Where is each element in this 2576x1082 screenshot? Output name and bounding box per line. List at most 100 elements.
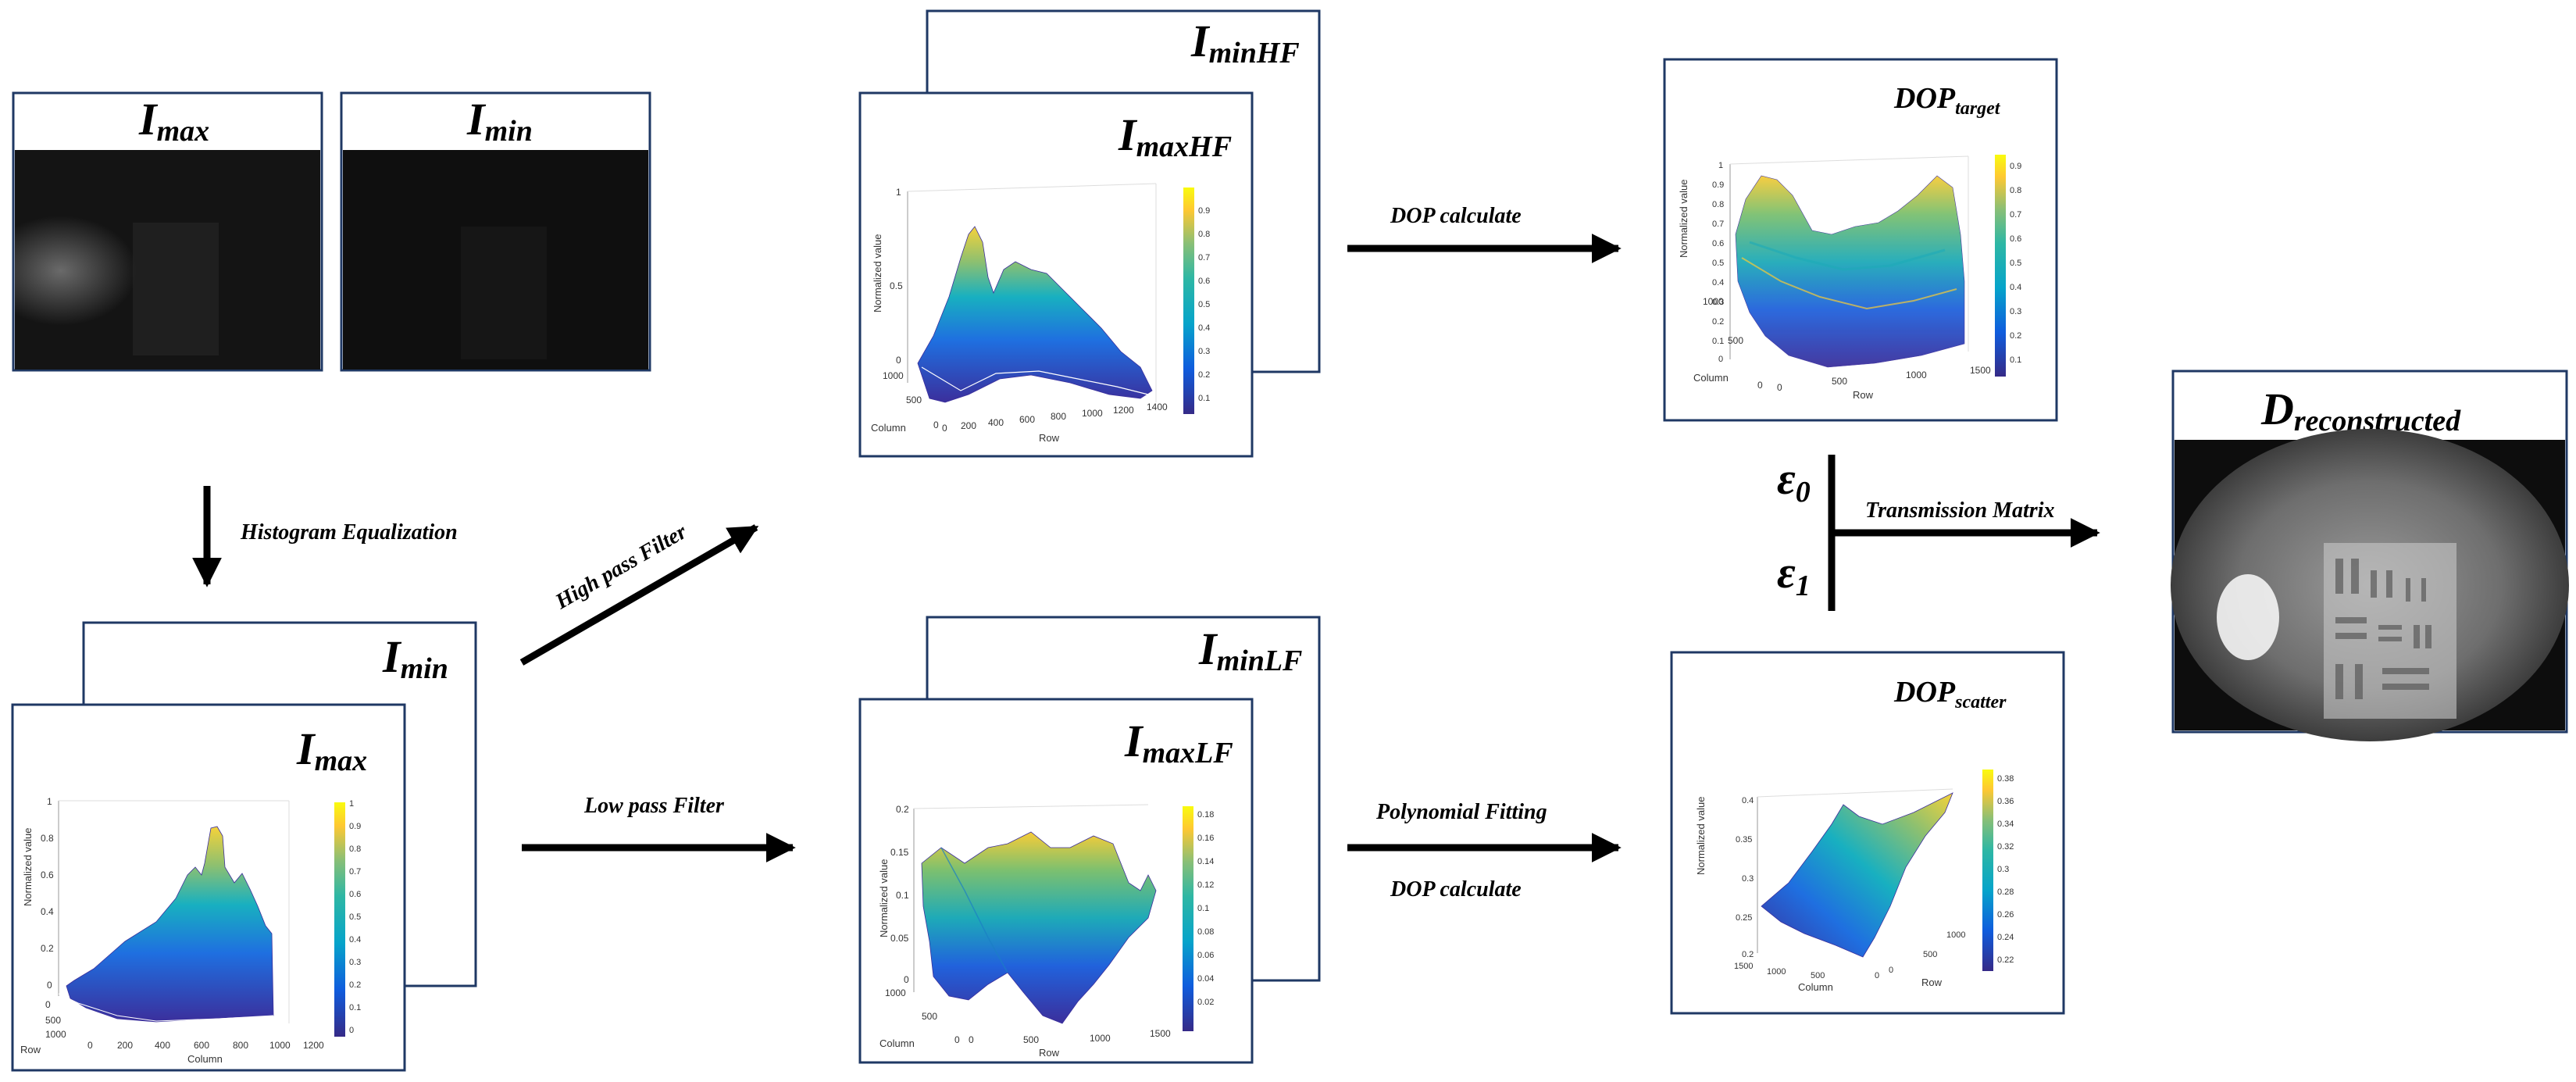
imax-eq-cbar-tick: 0.1 [349, 1003, 361, 1012]
dop-target-ztick: 0.3 [1712, 298, 1724, 307]
imax-eq-xtick: 1000 [269, 1040, 291, 1051]
imin-hf-label: IminHF [1190, 16, 1300, 70]
imax-eq-ztick: 0.6 [41, 870, 54, 880]
imax-lf-label: ImaxLF [1124, 716, 1233, 770]
imax-lf-plot-panel: ImaxLF Normalized value 0.2 0.15 0.1 0.0… [858, 698, 1254, 1064]
dop-target-cbar-tick: 0.4 [2010, 283, 2021, 292]
imax-hf-dtick: 1000 [883, 370, 904, 381]
imax-eq-ztick: 0.4 [41, 906, 54, 917]
imax-hf-cbar-tick: 0.4 [1198, 323, 1210, 333]
imax-lf-surface [921, 831, 1157, 1024]
imax-hf-cbar-ticks: 0.9 0.8 0.7 0.6 0.5 0.4 0.3 0.2 0.1 [1198, 206, 1210, 403]
dop-target-ztick: 0.9 [1712, 180, 1724, 190]
dop-scatter-zticks: 0.4 0.35 0.3 0.25 0.2 [1736, 796, 1754, 959]
low-pass-label: Low pass Filter [583, 794, 725, 818]
imax-eq-depth-ticks: 0 500 1000 [45, 999, 66, 1040]
imax-lf-xticks: 0 500 1000 1500 [969, 1028, 1171, 1045]
imax-eq-colorbar [334, 802, 345, 1037]
dop-target-dtick: 1000 [1703, 296, 1724, 307]
imax-eq-xticks: 0 200 400 600 800 1000 1200 [87, 1040, 324, 1051]
imax-hf-xtick: 800 [1051, 411, 1066, 422]
imax-lf-dtick: 500 [922, 1011, 937, 1022]
eps1-label: ε1 [1777, 547, 1811, 602]
imax-eq-xtick: 600 [194, 1040, 209, 1051]
imax-lf-depth-ticks: 0 500 1000 [885, 987, 960, 1045]
dop-scatter-cbar-tick: 0.24 [1997, 933, 2014, 942]
imax-lf-xtick: 1500 [1150, 1028, 1171, 1039]
imax-eq-cbar-tick: 0.4 [349, 935, 361, 945]
imax-hf-cbar-tick: 0.8 [1198, 230, 1210, 239]
imax-eq-cbar-tick: 1 [349, 799, 354, 809]
imax-hf-ylabel: Normalized value [872, 234, 883, 312]
imax-lf-cbar-tick: 0.12 [1197, 880, 1214, 890]
dop-target-surface [1735, 175, 1965, 368]
hist-eq-label: Histogram Equalization [240, 520, 458, 545]
imax-eq-cbar-tick: 0.9 [349, 822, 361, 831]
imax-lf-ztick: 0 [904, 974, 909, 985]
imax-hf-plot-panel: ImaxHF Normalized value 1 0.5 0 0 200 40… [858, 91, 1254, 458]
dop-target-cbar-tick: 0.2 [2010, 331, 2021, 341]
dop-target-xticks: 0 500 1000 1500 [1777, 365, 1991, 393]
dop-target-cbar-tick: 0.5 [2010, 259, 2021, 268]
imax-lf-ylabel: Normalized value [878, 859, 890, 937]
imax-lf-ztick: 0.05 [890, 933, 909, 944]
dop-scatter-dtick: 1500 [1734, 962, 1753, 971]
dop-target-xtick: 0 [1777, 382, 1782, 393]
imax-eq-cbar-tick: 0 [349, 1026, 354, 1035]
dop-target-cbar-tick: 0.3 [2010, 307, 2021, 316]
imax-hf-cbar-tick: 0.6 [1198, 277, 1210, 286]
imax-hf-cbar-tick: 0.2 [1198, 370, 1210, 380]
imax-hf-dlabel: Column [871, 422, 906, 434]
dop-scatter-surface [1761, 792, 1953, 958]
imax-lf-ztick: 0.15 [890, 847, 909, 858]
imax-eq-xlabel: Column [187, 1053, 223, 1065]
dop-scatter-ylabel: Normalized value [1695, 797, 1707, 875]
dop-target-ztick: 0.5 [1712, 259, 1724, 268]
imax-hf-ztick: 0.5 [890, 280, 903, 291]
dop-scatter-xtick: 1000 [1946, 930, 1965, 940]
dop-scatter-xlabel: Row [1921, 977, 1943, 988]
imax-lf-cbar-tick: 0.1 [1197, 904, 1209, 913]
dop-scatter-depth-ticks: 1500 1000 500 0 [1734, 962, 1879, 980]
dop-scatter-panel: DOPscatter Normalized value 0.4 0.35 0.3… [1670, 651, 2065, 1015]
imax-hf-label: ImaxHF [1118, 109, 1232, 163]
imax-lf-xtick: 0 [969, 1034, 974, 1045]
dop-target-ztick: 0.6 [1712, 239, 1724, 248]
imin-image-panel: Imin [340, 91, 651, 372]
dop-scatter-ztick: 0.25 [1736, 913, 1752, 923]
imax-eq-cbar-tick: 0.8 [349, 845, 361, 854]
dop-calc-bottom-label: DOP calculate [1390, 877, 1522, 902]
imax-hf-xtick: 1000 [1082, 408, 1103, 419]
dop-target-cbar-tick: 0.1 [2010, 355, 2021, 365]
dop-scatter-xtick: 0 [1889, 966, 1893, 975]
dop-target-xlabel: Row [1853, 389, 1874, 401]
dop-scatter-dlabel: Column [1798, 981, 1833, 993]
imax-lf-dtick: 1000 [885, 987, 906, 998]
dop-calc-top-label: DOP calculate [1390, 204, 1522, 228]
imax-eq-cbar-tick: 0.7 [349, 867, 361, 877]
dop-scatter-dtick: 1000 [1767, 967, 1786, 977]
imax-hf-ztick: 0 [896, 355, 901, 366]
dop-scatter-colorbar [1982, 770, 1993, 971]
imax-hf-ztick: 1 [896, 187, 901, 198]
imax-lf-cbar-tick: 0.16 [1197, 834, 1214, 843]
imax-eq-label: Imax [296, 723, 367, 777]
imax-eq-xtick: 0 [87, 1040, 93, 1051]
imax-hf-dtick: 500 [906, 395, 922, 405]
dop-target-cbar-tick: 0.7 [2010, 210, 2021, 220]
dop-scatter-dtick: 0 [1875, 971, 1879, 980]
imax-eq-dtick: 1000 [45, 1029, 66, 1040]
dop-scatter-dtick: 500 [1811, 971, 1825, 980]
dop-target-xtick: 1000 [1906, 370, 1927, 380]
imax-lf-dlabel: Column [879, 1037, 915, 1049]
dop-scatter-ztick: 0.2 [1742, 950, 1754, 959]
imax-eq-ztick: 0 [47, 980, 52, 991]
dop-scatter-xtick: 500 [1923, 950, 1937, 959]
imax-eq-ztick: 0.2 [41, 943, 54, 954]
dop-target-panel: DOPtarget Normalized value 1 0.9 0.8 0.7… [1663, 58, 2058, 422]
dop-target-ztick: 0.7 [1712, 220, 1724, 229]
imax-hf-cbar-tick: 0.3 [1198, 347, 1210, 356]
imax-lf-ztick: 0.1 [896, 890, 909, 901]
imax-lf-cbar-tick: 0.02 [1197, 998, 1214, 1007]
imax-hf-dtick: 0 [933, 420, 939, 430]
